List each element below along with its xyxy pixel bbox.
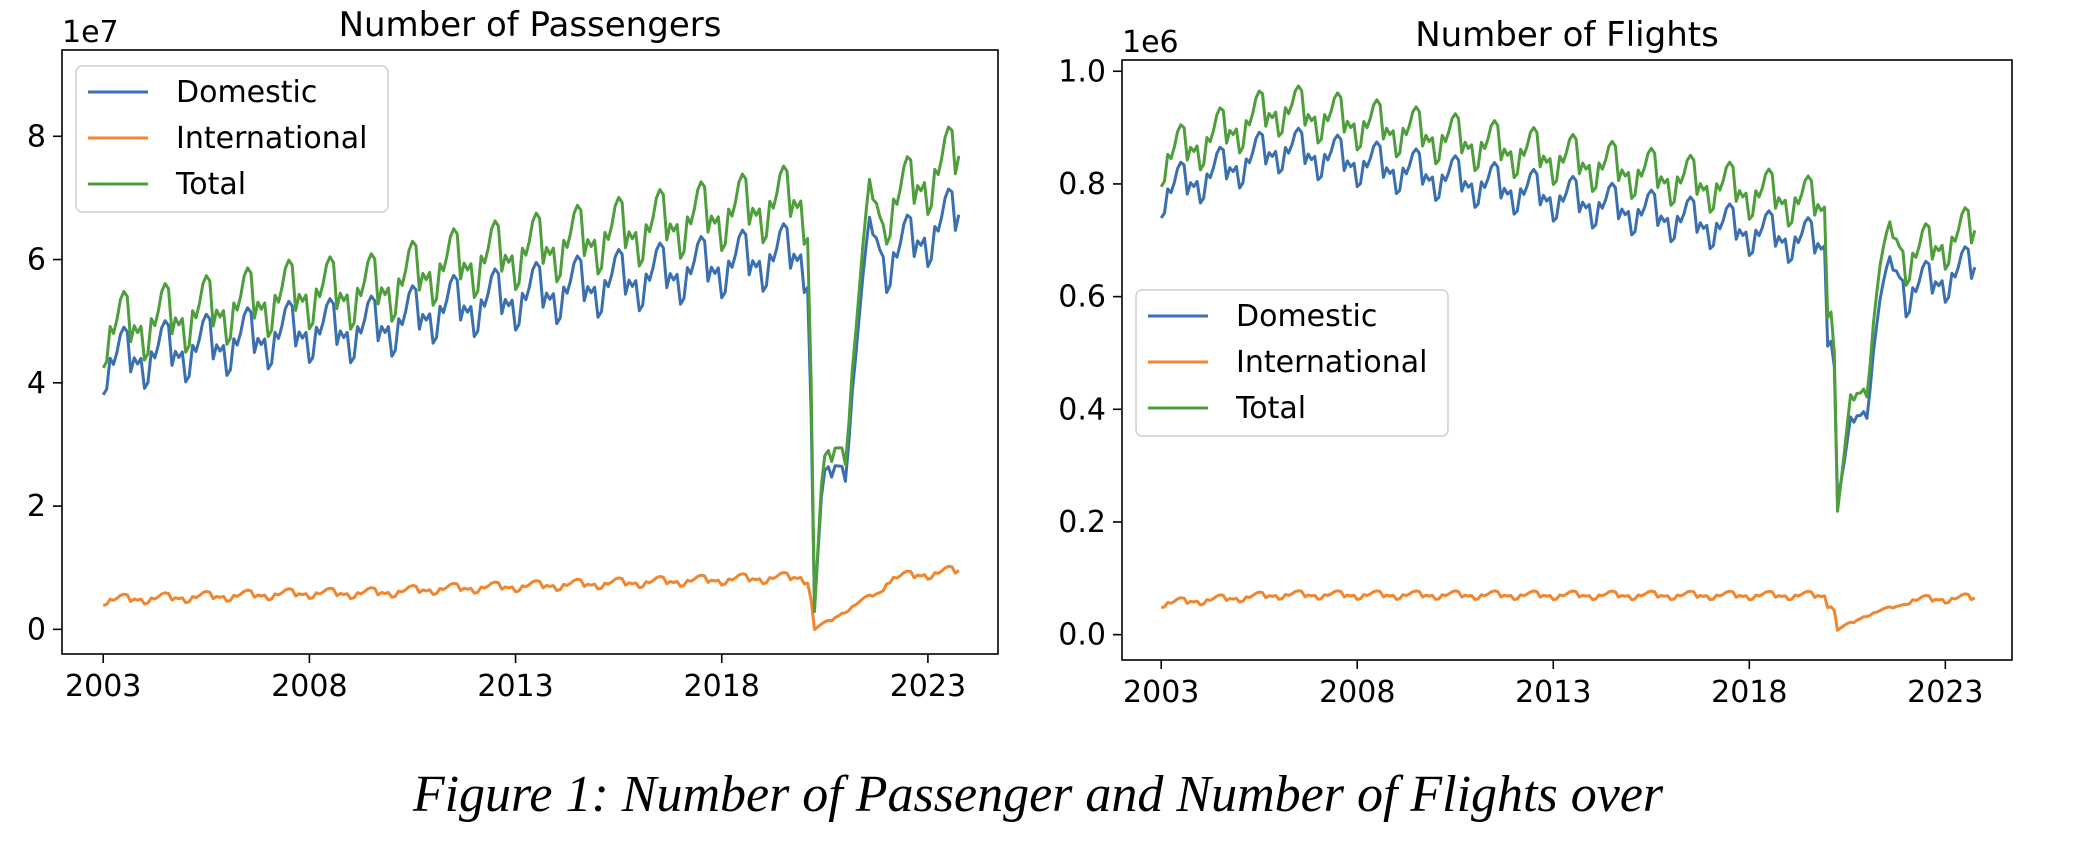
x-tick-label: 2023: [1907, 675, 1983, 710]
x-tick-label: 2003: [1123, 675, 1199, 710]
legend-label-international: International: [176, 121, 367, 156]
y-tick-label: 0.8: [1058, 167, 1106, 202]
y-tick-label: 4: [27, 366, 46, 401]
x-tick-label: 2008: [271, 669, 347, 704]
series-line-domestic: [101, 187, 961, 610]
chart-title: Number of Flights: [1415, 15, 1719, 55]
chart-legend: Domestic International Total: [1135, 289, 1449, 437]
series-line-international: [1160, 589, 1976, 632]
chart-title: Number of Passengers: [339, 5, 722, 45]
x-tick-label: 2003: [65, 669, 141, 704]
figure-caption: Figure 1: Number of Passenger and Number…: [412, 766, 1664, 823]
y-tick-label: 0.6: [1058, 280, 1106, 315]
x-tick-label: 2018: [684, 669, 760, 704]
legend-box: [75, 65, 389, 213]
chart-legend: Domestic International Total: [75, 65, 389, 213]
x-tick-label: 2013: [1515, 675, 1591, 710]
chart-panel-1: Number of Passengers 1e7 2003 2008 2013 2018 2…: [27, 5, 999, 704]
legend-label-total: Total: [175, 167, 246, 202]
series-line-international: [102, 564, 960, 631]
legend-box: [1135, 289, 1449, 437]
legend-label-domestic: Domestic: [176, 75, 317, 110]
y-tick-label: 0.4: [1058, 392, 1106, 427]
legend-label-total: Total: [1235, 391, 1306, 426]
legend-label-international: International: [1236, 345, 1427, 380]
plot-frame: [61, 49, 999, 655]
x-tick-label: 2018: [1711, 675, 1787, 710]
axis-offset-label: 1e6: [1122, 25, 1179, 60]
legend-label-domestic: Domestic: [1236, 299, 1377, 334]
y-tick-label: 0.0: [1058, 618, 1106, 653]
x-tick-label: 2013: [477, 669, 553, 704]
chart-panel-2: Number of Flights 1e6 2003 2008 2013 2018 2023…: [1058, 15, 2013, 710]
y-tick-label: 2: [27, 489, 46, 524]
y-tick-label: 0.2: [1058, 505, 1106, 540]
y-tick-label: 8: [27, 119, 46, 154]
axis-offset-label: 1e7: [62, 15, 119, 50]
series-line-total: [1159, 84, 1977, 513]
series-line-total: [101, 125, 961, 614]
y-tick-label: 0: [27, 612, 46, 647]
x-tick-label: 2008: [1319, 675, 1395, 710]
x-tick-label: 2023: [890, 669, 966, 704]
plot-frame: [1121, 59, 2013, 661]
figure-canvas: Number of Passengers 1e7 2003 2008 2013 2018 2…: [27, 5, 2013, 710]
y-tick-label: 1.0: [1058, 54, 1106, 89]
y-tick-label: 6: [27, 243, 46, 278]
